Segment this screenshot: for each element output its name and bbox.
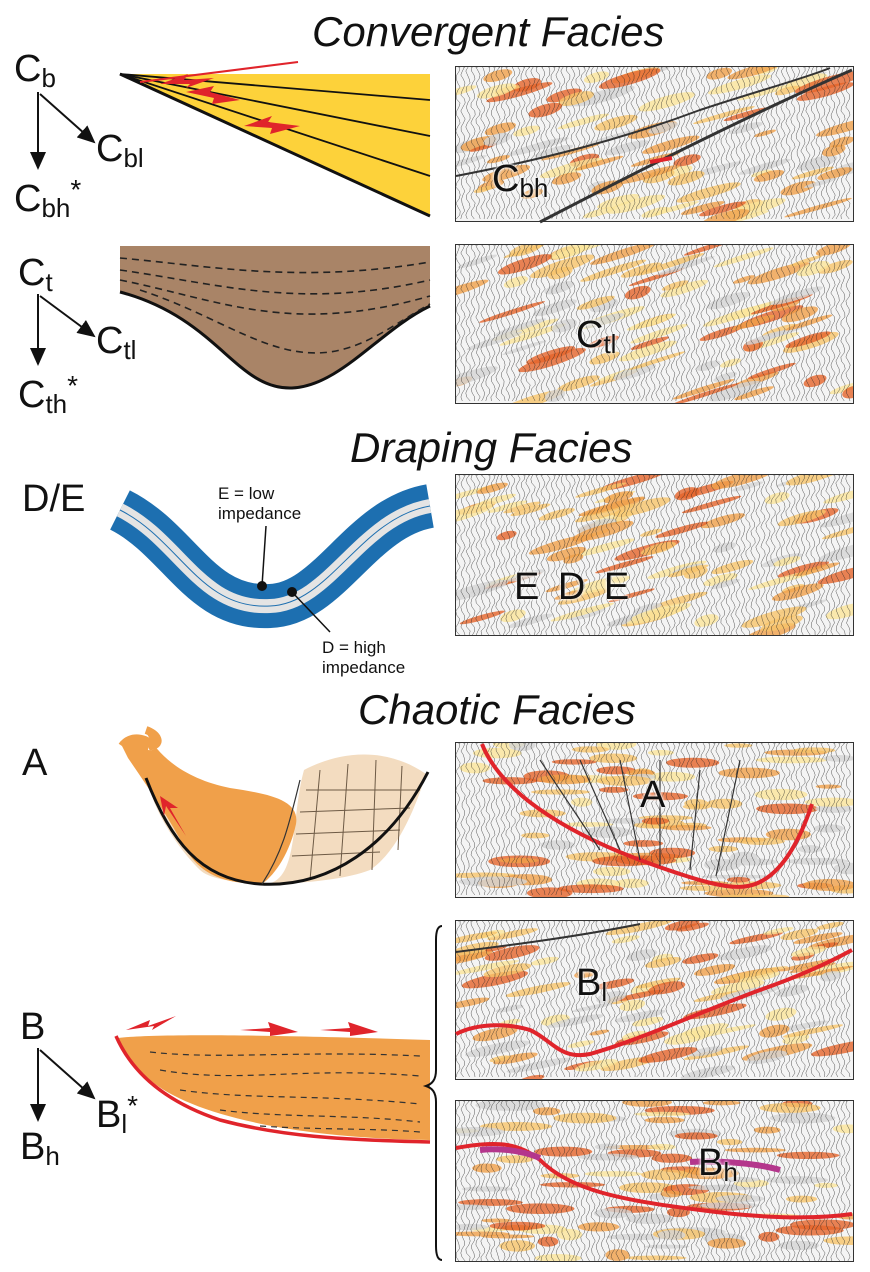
tree-arrows-ct (30, 294, 96, 366)
code-de: D/E (22, 478, 86, 520)
panel-label-bh: Bh (698, 1142, 738, 1187)
e-low-impedance-label: E = low impedance (218, 484, 302, 523)
code-bh: Bh (20, 1126, 60, 1171)
code-ct: Ct (18, 252, 53, 297)
tree-arrows-cb (30, 92, 96, 170)
chaotic-facies-title: Chaotic Facies (358, 686, 636, 733)
cbh-surfaces (455, 67, 853, 224)
seismic-panel-a (455, 742, 854, 898)
tree-arrows-b (30, 1048, 96, 1122)
bh-surface (455, 1142, 853, 1220)
chaotic-b-diagram (114, 925, 443, 1261)
code-cbh: Cbh* (14, 174, 82, 223)
code-bl: Bl* (96, 1090, 139, 1139)
seismic-panel-cbh (455, 66, 854, 222)
code-cbl: Cbl (96, 128, 144, 173)
code-b: B (20, 1006, 46, 1048)
a-slide-surface (480, 743, 814, 889)
panel-label-ede: E D E (514, 566, 634, 608)
bl-surface (455, 923, 853, 1058)
draping-facies-title: Draping Facies (350, 424, 633, 471)
code-cth: Cth* (18, 370, 79, 419)
seismic-panel-bh (455, 1100, 854, 1262)
code-cb: Cb (14, 48, 56, 93)
panel-label-a: A (640, 774, 666, 816)
seismic-panel-de (455, 474, 854, 636)
convergent-wedge-diagram (119, 61, 431, 218)
d-high-impedance-label: D = high impedance (322, 638, 406, 677)
panel-label-ctl: Ctl (576, 314, 617, 359)
slump-diagram (118, 726, 430, 886)
panel-label-bl: Bl (576, 962, 608, 1007)
convergent-facies-title: Convergent Facies (312, 8, 665, 55)
draping-layers-diagram (109, 484, 436, 633)
panel-label-cbh: Cbh (492, 158, 549, 203)
trough-fill-diagram (119, 246, 431, 390)
code-ctl: Ctl (96, 320, 137, 365)
code-a: A (22, 742, 48, 784)
seismic-panel-ctl (455, 244, 854, 404)
